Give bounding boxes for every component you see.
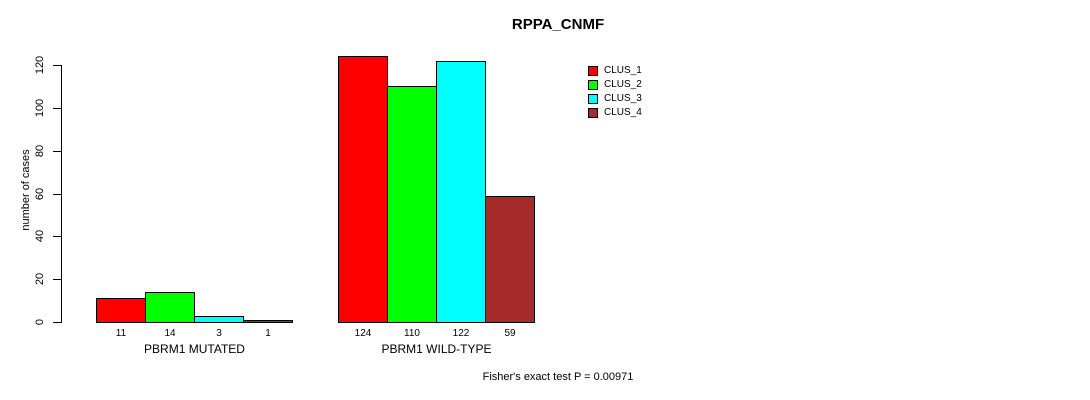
legend-swatch xyxy=(588,65,598,76)
y-tick xyxy=(53,194,61,195)
bar-clus_1-1 xyxy=(96,298,146,323)
y-tick xyxy=(53,279,61,280)
bar-clus_4-2 xyxy=(485,196,535,323)
legend-item-clus_4: CLUS_4 xyxy=(588,106,642,119)
y-tick xyxy=(53,108,61,109)
legend-label: CLUS_4 xyxy=(604,107,642,118)
y-axis-label: number of cases xyxy=(20,149,32,231)
bar-value-label: 122 xyxy=(452,328,470,339)
y-tick xyxy=(53,65,61,66)
y-tick-label: 100 xyxy=(34,98,46,118)
y-tick-label: 20 xyxy=(34,272,46,286)
bar-clus_3-2 xyxy=(436,61,486,323)
bar-value-label: 11 xyxy=(115,328,127,339)
x-group-label: PBRM1 WILD-TYPE xyxy=(381,342,492,356)
bar-value-label: 124 xyxy=(354,328,372,339)
bar-clus_3-1 xyxy=(194,316,244,323)
y-tick-label: 0 xyxy=(34,318,46,326)
bar-clus_4-1 xyxy=(243,320,293,323)
chart-title: RPPA_CNMF xyxy=(511,16,605,33)
annotation-text: Fisher's exact test P = 0.00971 xyxy=(482,371,634,383)
bar-value-label: 14 xyxy=(164,328,176,339)
y-tick-label: 120 xyxy=(34,55,46,75)
bar-value-label: 110 xyxy=(404,328,420,339)
x-group-label: PBRM1 MUTATED xyxy=(144,342,245,356)
bar-clus_1-2 xyxy=(338,56,388,323)
legend-label: CLUS_3 xyxy=(604,93,642,104)
bar-clus_2-1 xyxy=(145,292,195,323)
y-tick-label: 80 xyxy=(34,144,46,158)
y-tick xyxy=(53,322,61,323)
y-tick-label: 40 xyxy=(34,229,46,243)
bar-clus_2-2 xyxy=(387,86,437,323)
legend-swatch xyxy=(588,93,598,104)
legend-label: CLUS_1 xyxy=(604,65,642,76)
y-tick xyxy=(53,151,61,152)
legend-item-clus_3: CLUS_3 xyxy=(588,92,642,105)
legend-label: CLUS_2 xyxy=(604,79,642,90)
y-tick-label: 60 xyxy=(34,187,46,201)
y-tick xyxy=(53,236,61,237)
legend: CLUS_1 CLUS_2 CLUS_3 CLUS_4 xyxy=(588,64,642,120)
legend-swatch xyxy=(588,107,598,118)
bar-value-label: 3 xyxy=(216,328,222,339)
legend-item-clus_2: CLUS_2 xyxy=(588,78,642,91)
legend-swatch xyxy=(588,79,598,90)
y-axis-line xyxy=(61,65,62,323)
bar-value-label: 1 xyxy=(265,328,271,339)
bar-value-label: 59 xyxy=(504,328,516,339)
legend-item-clus_1: CLUS_1 xyxy=(588,64,642,77)
